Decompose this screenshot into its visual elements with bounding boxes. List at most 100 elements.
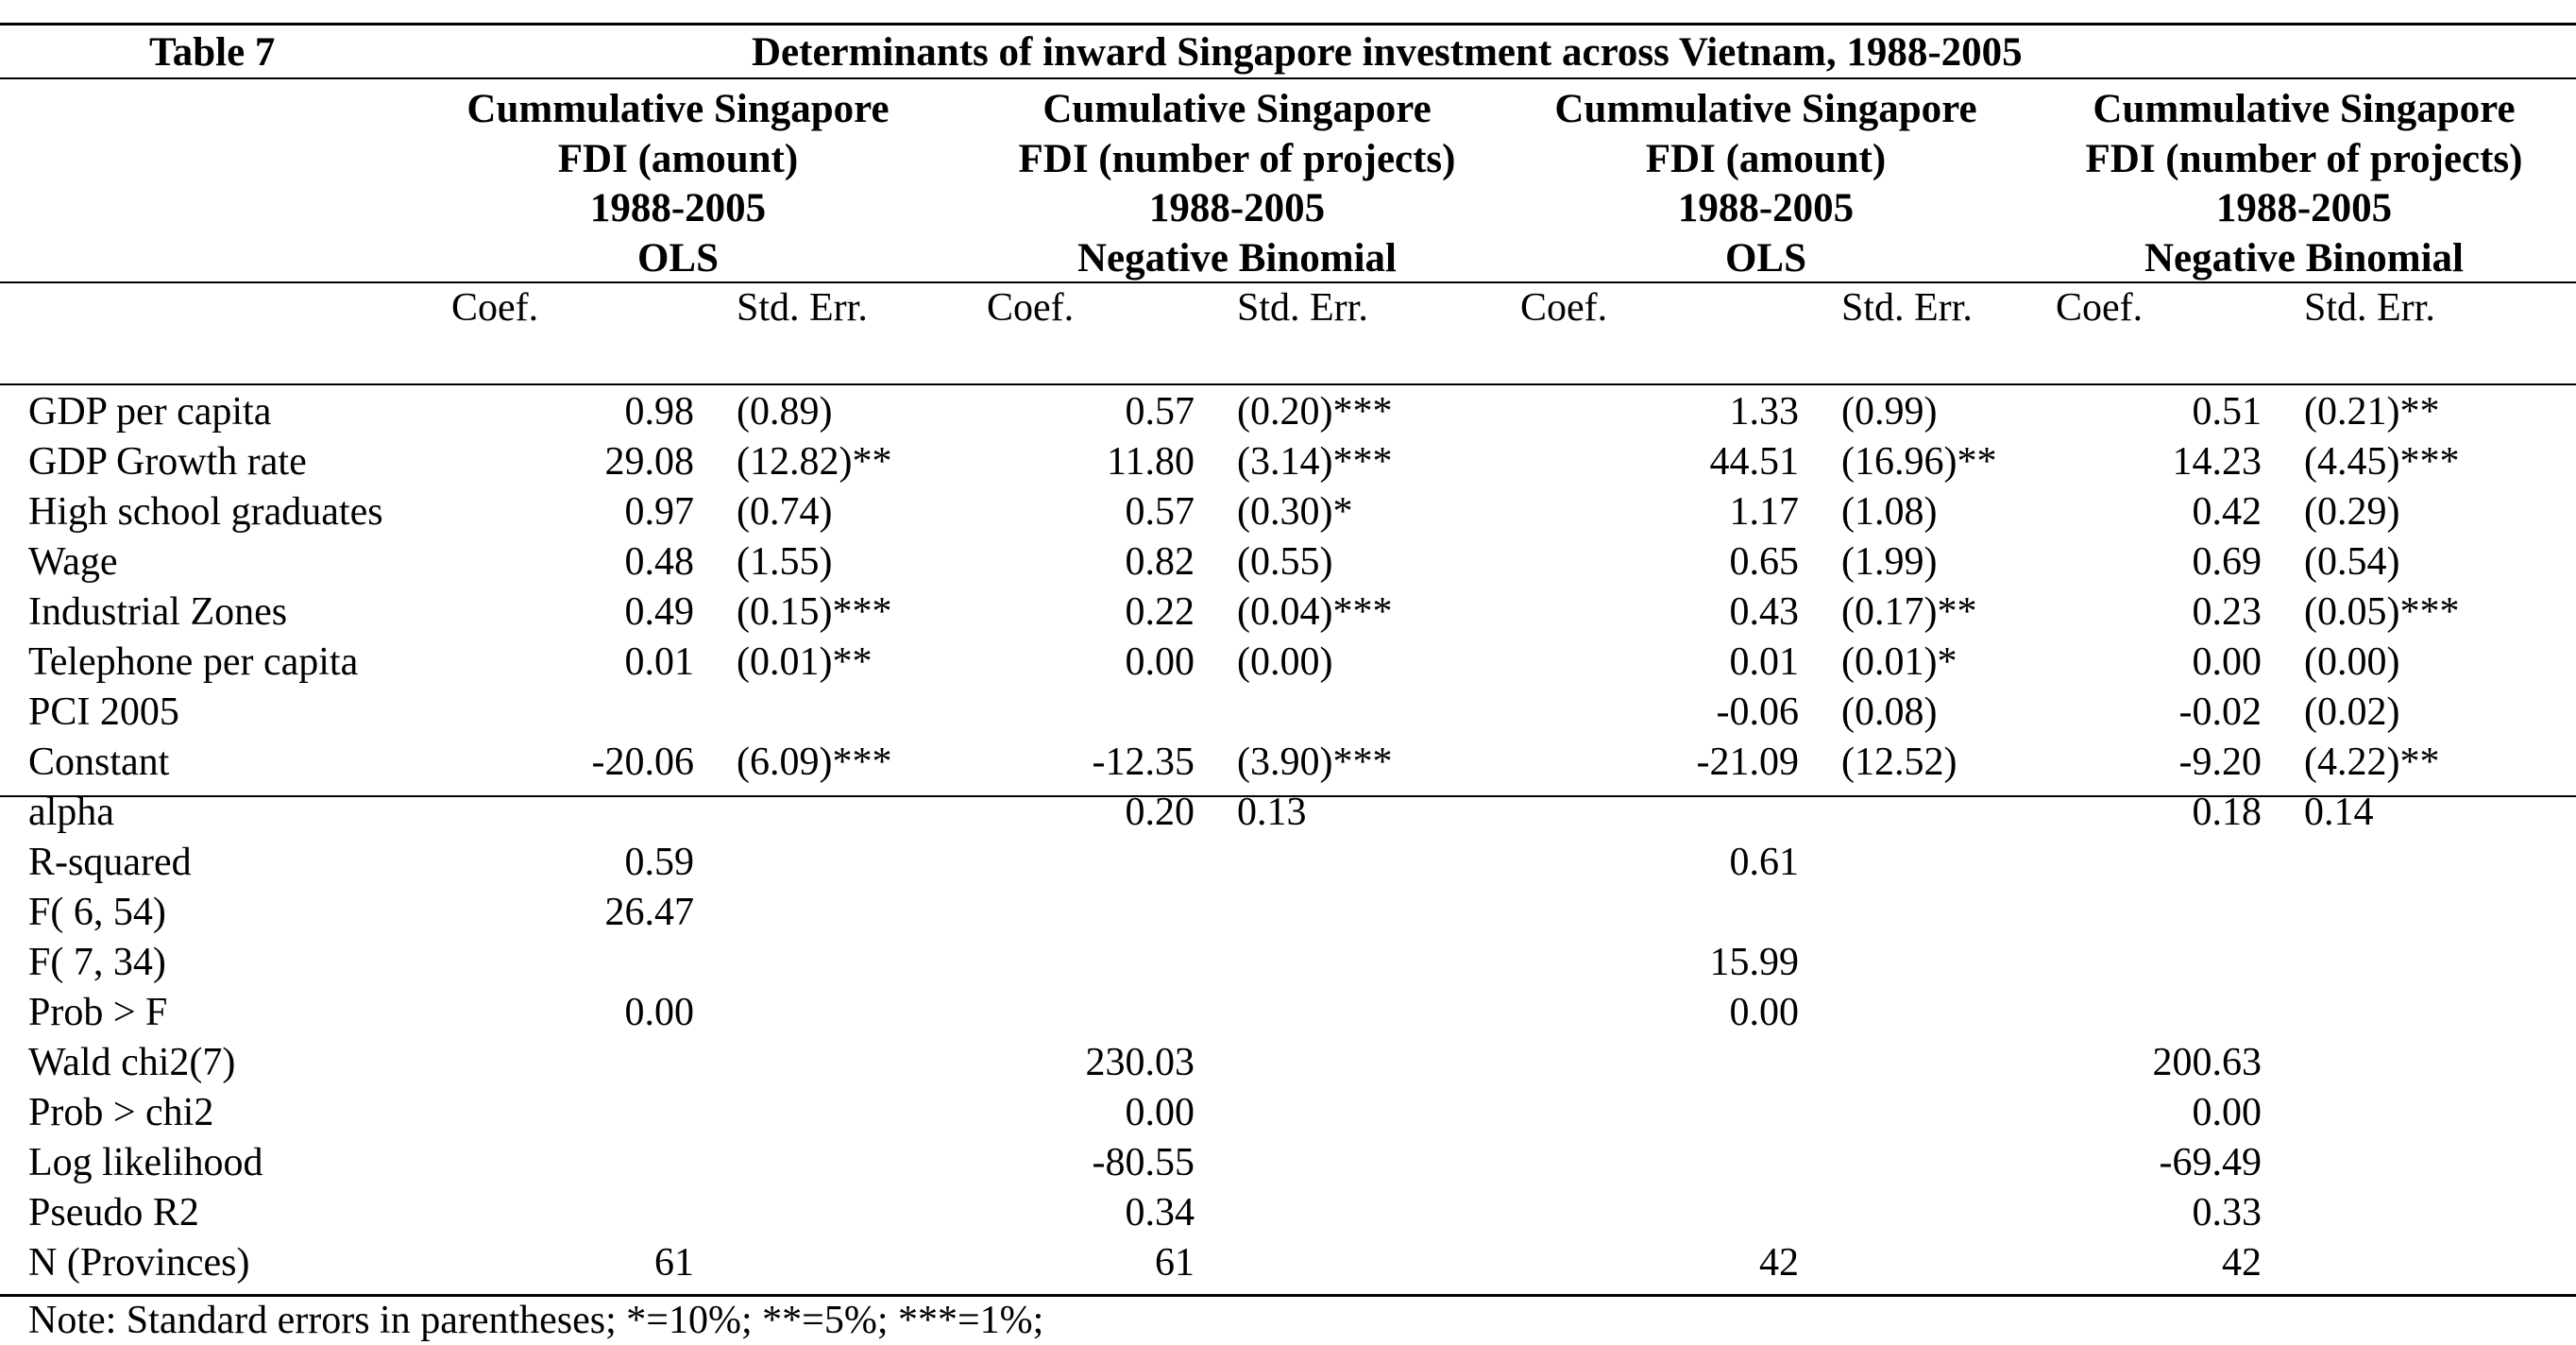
row-label: F( 7, 34) xyxy=(28,941,166,984)
row-label: GDP per capita xyxy=(28,390,272,434)
stderr-cell: (0.89) xyxy=(737,390,833,434)
coef-cell: -80.55 xyxy=(1092,1141,1195,1184)
stderr-cell: (4.45)*** xyxy=(2304,440,2460,484)
stderr-cell: (0.99) xyxy=(1841,390,1938,434)
stderr-header-1: Std. Err. xyxy=(737,286,868,330)
stderr-cell: (0.00) xyxy=(1237,640,1333,684)
coef-cell: 0.00 xyxy=(624,991,695,1034)
coef-cell: 0.48 xyxy=(624,540,695,584)
row-label: PCI 2005 xyxy=(28,690,179,734)
model-2-line-4: Negative Binomial xyxy=(1077,235,1397,281)
stderr-cell: (3.90)*** xyxy=(1237,741,1393,784)
coef-cell: 0.57 xyxy=(1125,390,1195,434)
coef-cell: 0.00 xyxy=(1729,991,1800,1034)
stderr-cell: (0.54) xyxy=(2304,540,2400,584)
row-label: Wald chi2(7) xyxy=(28,1041,236,1084)
stderr-header-4: Std. Err. xyxy=(2304,286,2435,330)
rule-bottom xyxy=(0,1294,2576,1297)
coef-cell: 0.00 xyxy=(1125,1091,1195,1134)
coef-cell: 1.17 xyxy=(1729,490,1800,534)
row-label: F( 6, 54) xyxy=(28,891,166,934)
stderr-cell: (4.22)** xyxy=(2304,741,2440,784)
stderr-cell: (16.96)** xyxy=(1841,440,1997,484)
stderr-cell: (0.30)* xyxy=(1237,490,1353,534)
stderr-cell: 0.14 xyxy=(2304,791,2374,834)
row-label: Prob > chi2 xyxy=(28,1091,214,1134)
coef-header-4: Coef. xyxy=(2056,286,2144,330)
coef-cell: 230.03 xyxy=(1085,1041,1195,1084)
model-3-line-4: OLS xyxy=(1724,235,1807,281)
coef-cell: 26.47 xyxy=(604,891,695,934)
stderr-cell: (1.55) xyxy=(737,540,833,584)
table-note: Note: Standard errors in parentheses; *=… xyxy=(28,1299,1044,1342)
stderr-cell: (0.21)** xyxy=(2304,390,2440,434)
row-label: Pseudo R2 xyxy=(28,1191,199,1234)
stderr-cell: (12.82)** xyxy=(737,440,892,484)
coef-cell: 0.22 xyxy=(1125,590,1195,634)
coef-cell: 42 xyxy=(2222,1241,2262,1285)
coef-header-1: Coef. xyxy=(451,286,539,330)
coef-cell: -69.49 xyxy=(2159,1141,2262,1184)
model-header-1: Cummulative Singapore FDI (amount) 1988-… xyxy=(432,85,924,283)
coef-cell: 0.43 xyxy=(1729,590,1800,634)
coef-cell: 42 xyxy=(1759,1241,1799,1285)
stderr-cell: (3.14)*** xyxy=(1237,440,1393,484)
coef-cell: -12.35 xyxy=(1092,741,1195,784)
coef-cell: -0.06 xyxy=(1716,690,1800,734)
model-header-3: Cummulative Singapore FDI (amount) 1988-… xyxy=(1520,85,2011,283)
row-label: GDP Growth rate xyxy=(28,440,307,484)
coef-cell: 0.42 xyxy=(2192,490,2262,534)
rule-top xyxy=(0,23,2576,26)
coef-cell: 0.69 xyxy=(2192,540,2262,584)
row-label: Log likelihood xyxy=(28,1141,263,1184)
row-label: Telephone per capita xyxy=(28,640,359,684)
row-label: N (Provinces) xyxy=(28,1241,250,1285)
stderr-cell: (12.52) xyxy=(1841,741,1957,784)
stderr-cell: (0.01)** xyxy=(737,640,873,684)
coef-cell: 0.20 xyxy=(1125,791,1195,834)
model-1-line-2: FDI (amount) xyxy=(557,136,799,181)
coef-cell: 61 xyxy=(654,1241,694,1285)
model-1-line-1: Cummulative Singapore xyxy=(466,87,890,131)
model-2-line-2: FDI (number of projects) xyxy=(1018,136,1456,181)
table-label: Table 7 xyxy=(149,30,276,75)
coef-cell: 1.33 xyxy=(1729,390,1800,434)
coef-cell: -9.20 xyxy=(2178,741,2262,784)
row-label: Prob > F xyxy=(28,991,168,1034)
coef-cell: -20.06 xyxy=(591,741,695,784)
stderr-cell: (0.74) xyxy=(737,490,833,534)
stderr-cell: (0.08) xyxy=(1841,690,1938,734)
coef-cell: 14.23 xyxy=(2172,440,2262,484)
model-header-4: Cummulative Singapore FDI (number of pro… xyxy=(2049,85,2559,283)
stderr-cell: (0.00) xyxy=(2304,640,2400,684)
row-label: R-squared xyxy=(28,841,192,884)
coef-cell: 15.99 xyxy=(1709,941,1800,984)
rule-title xyxy=(0,77,2576,79)
coef-cell: 0.18 xyxy=(2192,791,2262,834)
coef-cell: 0.82 xyxy=(1125,540,1195,584)
rule-stats xyxy=(0,795,2576,797)
stderr-cell: (0.02) xyxy=(2304,690,2400,734)
model-3-line-1: Cummulative Singapore xyxy=(1554,87,1977,131)
row-label: Wage xyxy=(28,540,118,584)
coef-cell: 11.80 xyxy=(1107,440,1195,484)
coef-cell: 0.00 xyxy=(2192,640,2262,684)
model-4-line-3: 1988-2005 xyxy=(2215,186,2393,230)
coef-cell: 0.01 xyxy=(624,640,695,684)
coef-cell: 0.00 xyxy=(2192,1091,2262,1134)
coef-cell: -21.09 xyxy=(1696,741,1800,784)
coef-cell: 0.01 xyxy=(1729,640,1800,684)
stderr-cell: (0.01)* xyxy=(1841,640,1957,684)
stderr-header-3: Std. Err. xyxy=(1841,286,1973,330)
model-header-2: Cumulative Singapore FDI (number of proj… xyxy=(982,85,1492,283)
table-title: Determinants of inward Singapore investm… xyxy=(752,30,2023,75)
coef-cell: 200.63 xyxy=(2152,1041,2262,1084)
stderr-cell: (0.29) xyxy=(2304,490,2400,534)
stderr-cell: (1.99) xyxy=(1841,540,1938,584)
coef-cell: 44.51 xyxy=(1709,440,1800,484)
model-1-line-4: OLS xyxy=(636,235,720,281)
stderr-cell: (0.55) xyxy=(1237,540,1333,584)
coef-cell: 0.49 xyxy=(624,590,695,634)
stderr-cell: 0.13 xyxy=(1237,791,1307,834)
